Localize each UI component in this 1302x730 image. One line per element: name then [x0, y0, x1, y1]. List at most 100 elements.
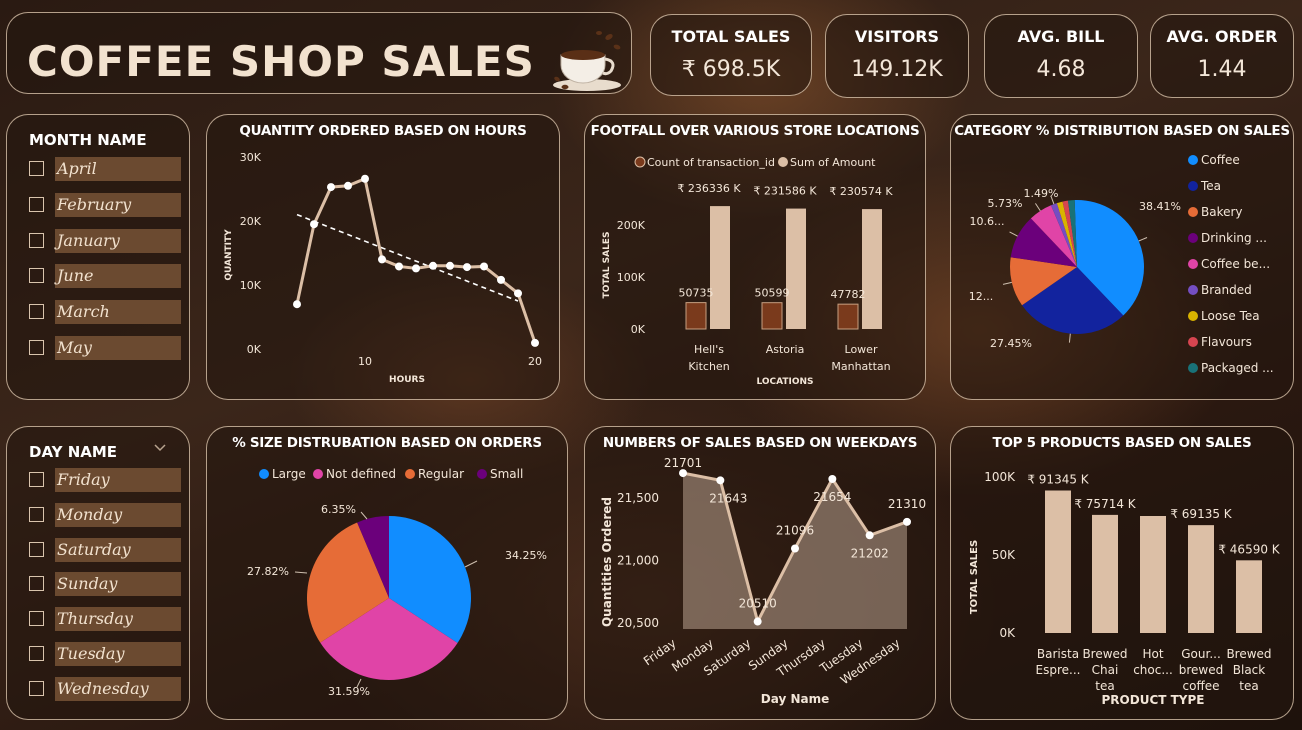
legend-marker: [1188, 337, 1198, 347]
x-tick-label-line: Barista: [1037, 647, 1079, 661]
day-option-thursday[interactable]: Thursday: [29, 607, 181, 632]
month-option-june[interactable]: June: [29, 264, 181, 289]
pie-slice: [307, 522, 389, 643]
x-tick-label-line: choc...: [1133, 663, 1173, 677]
month-option-february[interactable]: February: [29, 192, 181, 217]
legend-marker: [1188, 311, 1198, 321]
month-option-label: June: [55, 264, 181, 289]
data-point: [679, 469, 687, 478]
pie-slice: [1067, 200, 1077, 267]
chart-title: CATEGORY % DISTRIBUTION BASED ON SALES: [954, 123, 1290, 139]
day-option-saturday[interactable]: Saturday: [29, 537, 181, 562]
day-option-label: Tuesday: [55, 642, 181, 666]
month-option-label: May: [55, 336, 181, 360]
day-option-friday[interactable]: Friday: [29, 468, 181, 492]
bar-amount: [710, 206, 730, 329]
legend-marker: [1188, 233, 1198, 243]
kpi-value: 1.44: [1197, 57, 1247, 82]
leader-line: [1035, 203, 1041, 212]
day-option-tuesday[interactable]: Tuesday: [29, 642, 181, 666]
data-label: ₹ 75714 K: [1074, 497, 1136, 511]
kpi-card-total-sales: TOTAL SALES ₹ 698.5K: [650, 14, 812, 96]
checkbox[interactable]: [29, 611, 44, 627]
day-option-sunday[interactable]: Sunday: [29, 572, 181, 597]
pie-slice: [1062, 200, 1077, 267]
data-point: [310, 220, 318, 229]
legend-label: Bakery: [1201, 205, 1243, 219]
x-tick-label-line: Espre...: [1036, 663, 1081, 677]
data-point: [395, 262, 403, 271]
y-tick-label: 0K: [247, 343, 262, 356]
legend-label: Count of transaction_id: [647, 156, 775, 169]
chart-title: TOP 5 PRODUCTS BASED ON SALES: [992, 435, 1252, 451]
month-option-april[interactable]: April: [29, 157, 181, 181]
x-tick-label: Astoria: [766, 343, 805, 356]
data-label: 21310: [888, 497, 926, 511]
category-pie-chart: 38.41% 27.45% 12... 10.6... 5.73%1.49% Coffee…: [969, 153, 1274, 375]
leader-line: [1002, 281, 1012, 285]
data-label: 47782: [831, 288, 866, 301]
slice-label: 38.41%: [1139, 200, 1181, 213]
checkbox[interactable]: [29, 680, 44, 696]
x-tick-label-line: coffee: [1183, 679, 1220, 693]
legend-label: Drinking ...: [1201, 231, 1267, 245]
legend-label: Not defined: [326, 467, 396, 481]
data-point: [865, 531, 874, 540]
top5-bar-chart: 0K 50K 100K TOTAL SALES ₹ 91345 K Barista Espr…: [969, 470, 1281, 707]
checkbox[interactable]: [29, 161, 44, 176]
kpi-label: VISITORS: [854, 27, 940, 46]
kpi-card-avg-order: AVG. ORDER 1.44: [1150, 14, 1294, 98]
pie-slice: [320, 598, 458, 680]
bar-amount: [862, 209, 882, 329]
day-option-wednesday[interactable]: Wednesday: [29, 676, 181, 701]
checkbox[interactable]: [29, 576, 44, 592]
x-tick-label: Gour... brewed coffee: [1179, 647, 1223, 693]
x-tick-label: 20: [528, 355, 542, 368]
checkbox[interactable]: [29, 268, 44, 284]
kpi-card-visitors: VISITORS 149.12K: [825, 14, 969, 98]
day-option-monday[interactable]: Monday: [29, 502, 181, 527]
day-option-label: Friday: [55, 468, 181, 492]
y-tick-label: 21,000: [617, 553, 659, 567]
checkbox[interactable]: [29, 541, 44, 557]
month-option-january[interactable]: January: [29, 228, 181, 253]
checkbox[interactable]: [29, 506, 44, 522]
leader-line: [1050, 195, 1055, 205]
leader-line: [1009, 231, 1018, 237]
chevron-down-icon[interactable]: [153, 443, 167, 453]
x-tick-label: 10: [358, 355, 372, 368]
day-slicer: DAY NAME Friday Monday Saturday Sunday Thurs…: [6, 426, 190, 720]
data-point: [497, 275, 505, 284]
coffee-cup-icon: [553, 31, 621, 91]
month-option-label: March: [55, 300, 181, 325]
legend-marker: [1188, 181, 1198, 191]
y-tick-label: 50K: [992, 548, 1016, 562]
data-label: ₹ 230574 K: [829, 185, 893, 198]
leader-line: [1068, 333, 1071, 343]
checkbox[interactable]: [29, 196, 44, 212]
checkbox[interactable]: [29, 472, 44, 487]
leader-line: [356, 678, 362, 688]
checkbox[interactable]: [29, 232, 44, 248]
checkbox[interactable]: [29, 304, 44, 320]
month-slicer: MONTH NAME April February January June March…: [6, 114, 190, 400]
checkbox[interactable]: [29, 340, 44, 355]
data-point: [480, 262, 488, 271]
data-label: 50599: [755, 287, 790, 300]
x-tick-label: Manhattan: [831, 360, 890, 373]
y-tick-label: 200K: [617, 219, 646, 232]
data-point: [463, 263, 471, 272]
checkbox[interactable]: [29, 646, 44, 661]
legend-marker: [477, 469, 487, 479]
x-tick-label-line: Gour...: [1181, 647, 1221, 661]
data-point: [531, 338, 539, 347]
y-tick-label: 0K: [999, 626, 1016, 640]
month-option-march[interactable]: March: [29, 300, 181, 325]
chart-title: % SIZE DISTRUBATION BASED ON ORDERS: [232, 435, 542, 451]
bar: [1092, 514, 1118, 633]
legend-marker: [1188, 363, 1198, 373]
x-tick-label-line: tea: [1095, 679, 1114, 693]
month-option-may[interactable]: May: [29, 336, 181, 360]
month-option-label: January: [55, 228, 181, 253]
x-tick-label: Hot choc...: [1133, 647, 1173, 677]
